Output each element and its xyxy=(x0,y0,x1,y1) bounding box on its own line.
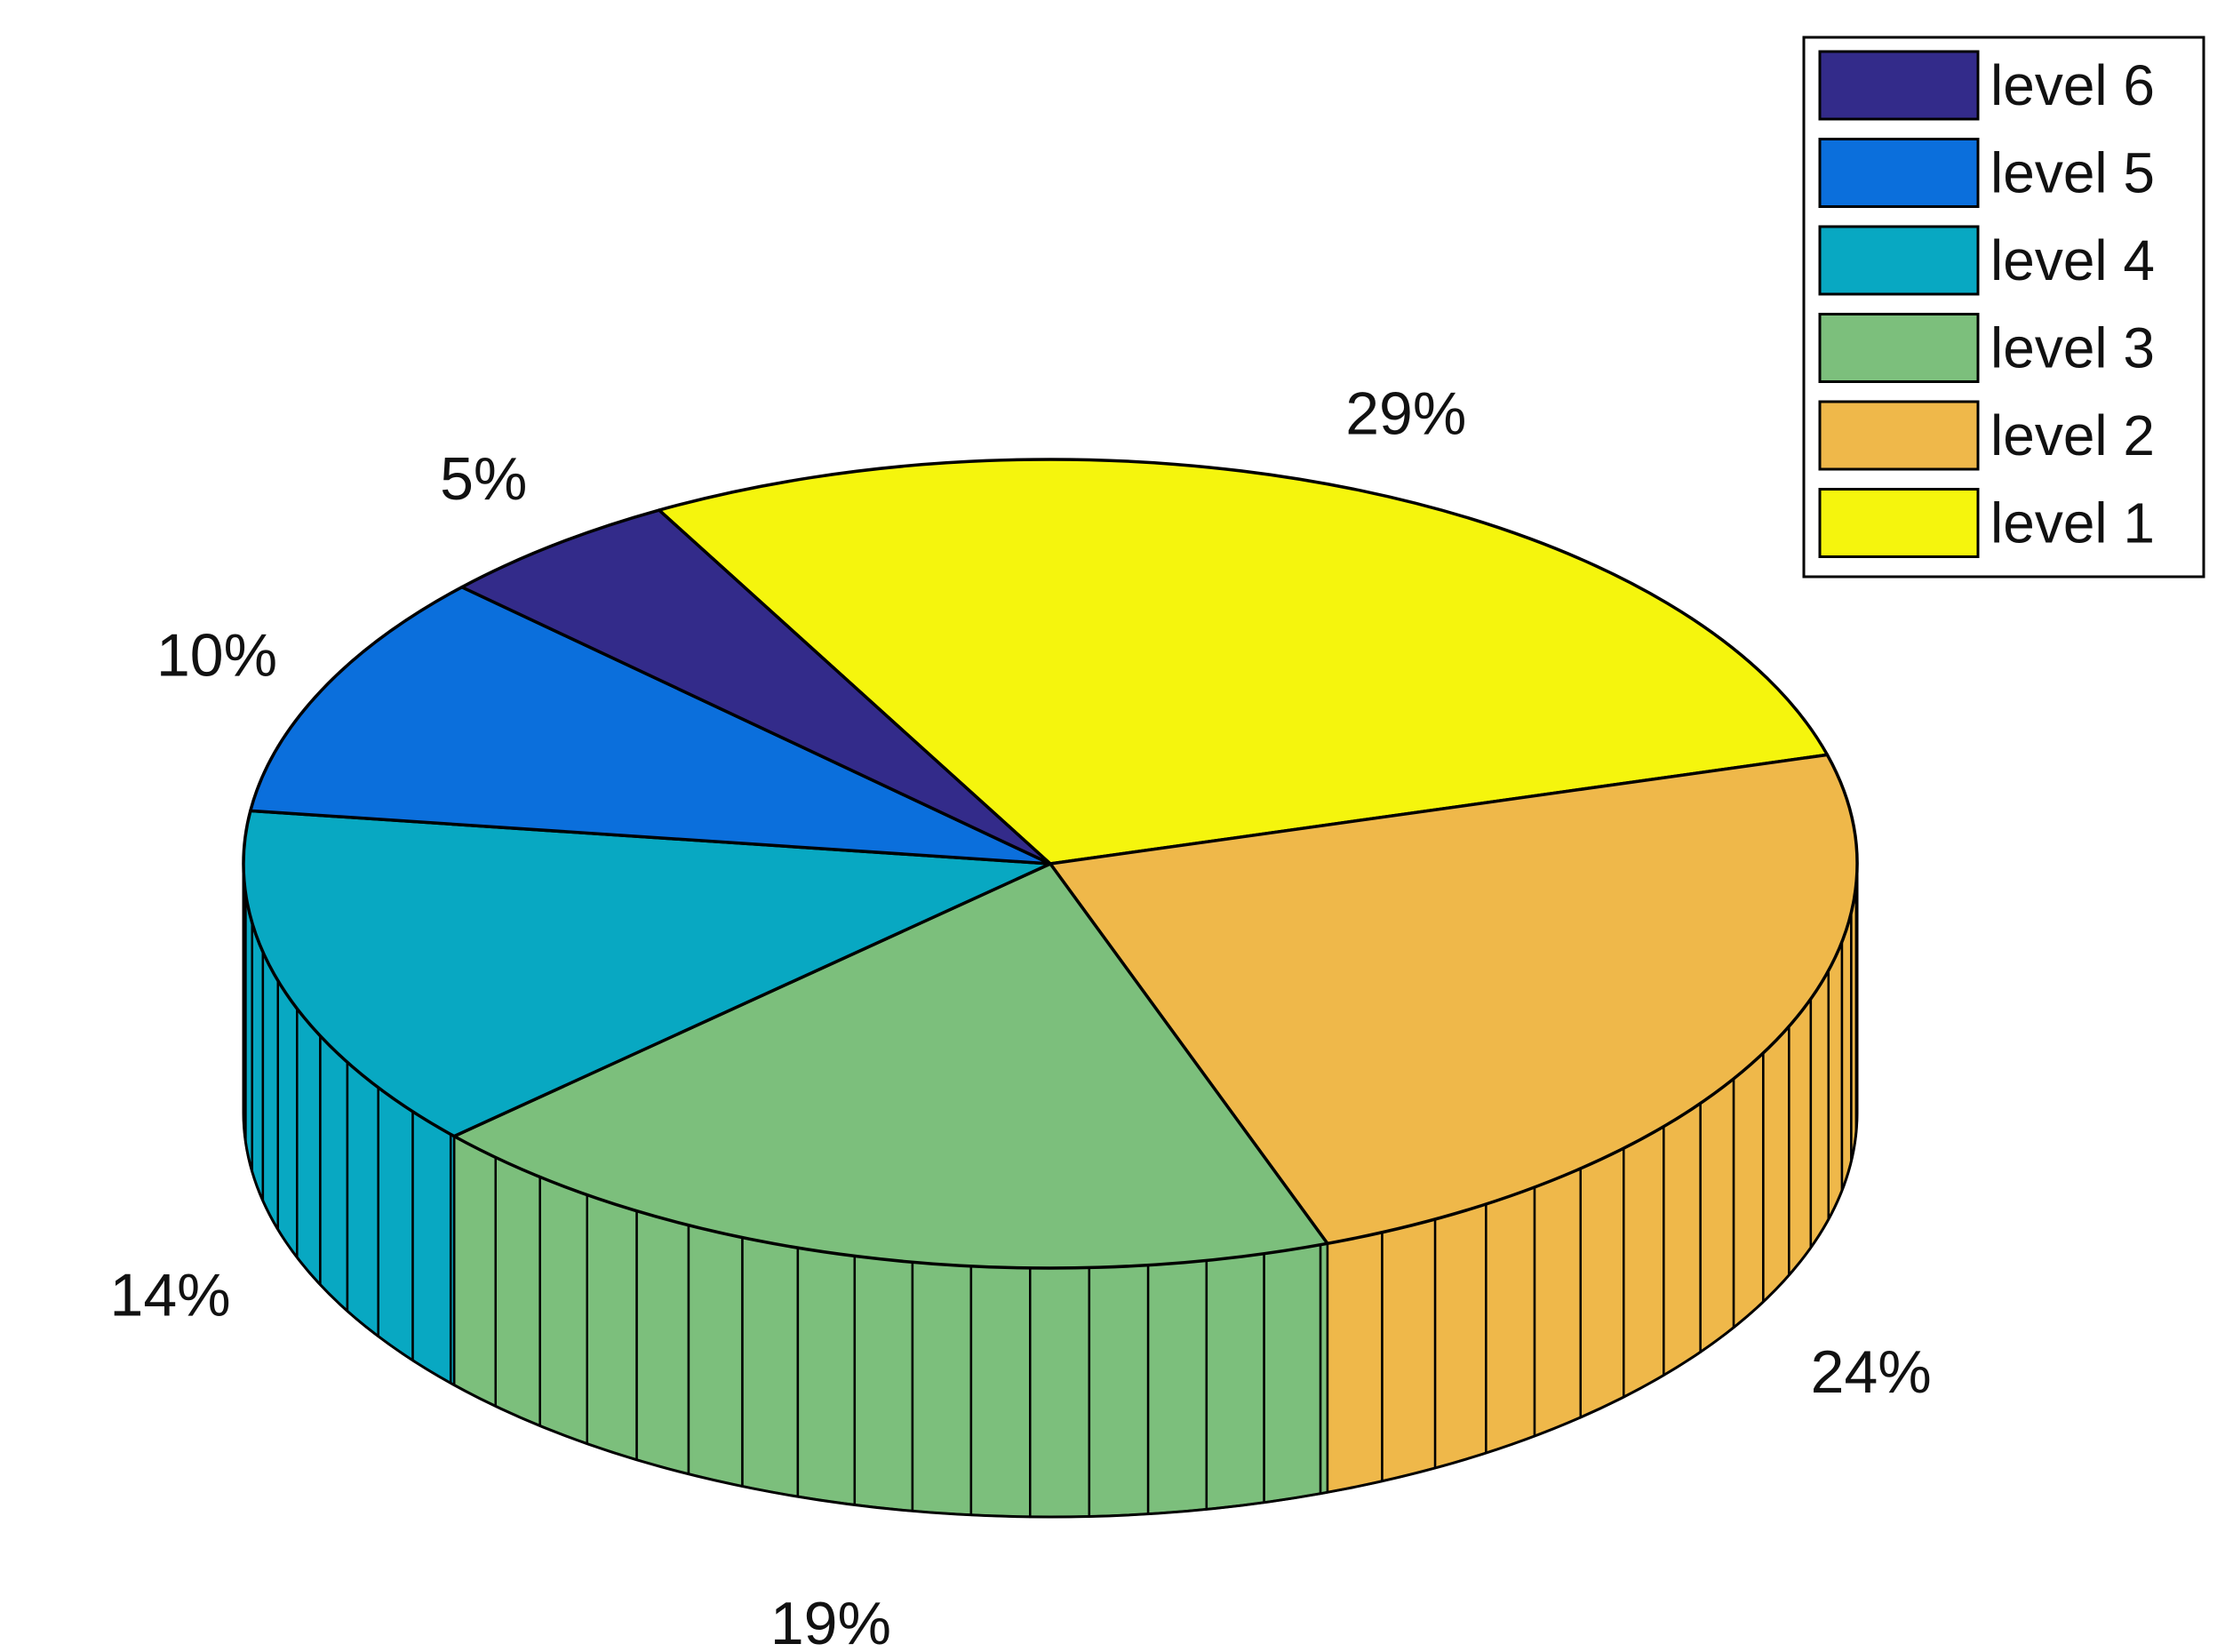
side-stripe-level-2 xyxy=(1533,1167,1583,1438)
side-stripe-level-3 xyxy=(1088,1264,1150,1518)
legend-label: level 2 xyxy=(1990,403,2155,467)
legend-label: level 1 xyxy=(1990,491,2155,555)
legend-label: level 6 xyxy=(1990,53,2155,117)
slice-level-1 xyxy=(658,458,1830,866)
side-stripe-level-3 xyxy=(1319,1241,1329,1496)
side-stripe-level-2 xyxy=(1809,970,1830,1251)
side-stripe-level-2 xyxy=(1840,912,1853,1192)
legend-label: level 5 xyxy=(1990,141,2155,205)
slice-level-4 xyxy=(242,809,1052,1138)
side-stripe-level-3 xyxy=(1205,1252,1265,1511)
side-stripe-level-4 xyxy=(449,1132,456,1387)
side-stripe-level-4 xyxy=(411,1109,452,1385)
legend-swatch xyxy=(1818,400,1980,471)
legend-label: level 4 xyxy=(1990,228,2155,292)
legend-label: level 3 xyxy=(1990,316,2155,380)
side-stripe-level-2 xyxy=(1788,995,1813,1279)
side-stripe-level-2 xyxy=(1326,1231,1384,1494)
side-stripe-level-2 xyxy=(1623,1124,1665,1400)
side-stripe-level-3 xyxy=(452,1134,497,1409)
side-stripe-level-3 xyxy=(911,1260,973,1517)
side-stripe-level-3 xyxy=(1263,1243,1322,1504)
side-stripe-level-3 xyxy=(969,1265,1032,1519)
side-stripe-level-2 xyxy=(1485,1185,1536,1455)
legend-swatch xyxy=(1818,313,1980,383)
side-stripe-level-3 xyxy=(687,1224,744,1488)
side-stripe-level-3 xyxy=(853,1255,914,1512)
side-stripe-level-4 xyxy=(261,951,280,1234)
side-stripe-level-3 xyxy=(796,1246,857,1506)
slice-percent-label: 24% xyxy=(1811,1338,1932,1406)
side-stripe-level-4 xyxy=(276,977,299,1261)
side-stripe-level-4 xyxy=(377,1085,414,1363)
slice-level-2 xyxy=(1049,753,1859,1246)
side-stripe-level-2 xyxy=(1732,1050,1765,1330)
side-stripe-level-4 xyxy=(319,1033,349,1314)
legend-swatch xyxy=(1818,138,1980,208)
legend-swatch xyxy=(1818,225,1980,296)
side-stripe-level-4 xyxy=(346,1059,379,1339)
side-stripe-level-4 xyxy=(251,922,265,1201)
pie-top-slices xyxy=(242,458,1859,1270)
side-stripe-level-4 xyxy=(296,1005,322,1288)
side-stripe-level-2 xyxy=(1827,941,1844,1220)
side-stripe-level-3 xyxy=(741,1236,800,1498)
side-stripe-level-3 xyxy=(1146,1259,1208,1515)
side-stripe-level-3 xyxy=(1029,1266,1091,1519)
legend-swatch xyxy=(1818,488,1980,558)
side-stripe-level-2 xyxy=(1433,1202,1487,1470)
side-stripe-level-3 xyxy=(635,1209,690,1476)
pie-side-outline xyxy=(242,864,1859,1519)
side-stripe-level-2 xyxy=(1699,1076,1735,1354)
slice-percent-label: 29% xyxy=(1345,380,1466,448)
legend-swatch xyxy=(1818,50,1980,121)
legend: level 6 level 5 level 4 level 3 level 2 level… xyxy=(1802,36,2205,579)
slice-percent-label: 14% xyxy=(110,1262,231,1329)
slice-percent-label: 19% xyxy=(770,1590,891,1652)
slice-percent-label: 10% xyxy=(156,621,277,689)
side-stripe-level-3 xyxy=(586,1193,638,1462)
side-stripe-level-3 xyxy=(494,1155,541,1428)
slice-level-6 xyxy=(460,508,1052,866)
percent-labels: 29% 24% 19% 14% 10% 5% xyxy=(110,380,1932,1652)
slice-percent-label: 5% xyxy=(440,445,527,513)
slice-level-5 xyxy=(249,585,1052,866)
side-stripe-level-2 xyxy=(1381,1217,1437,1483)
side-stripe-level-2 xyxy=(1663,1101,1702,1377)
legend-box xyxy=(1802,36,2205,579)
side-stripe-level-2 xyxy=(1762,1023,1790,1305)
side-stripe-level-3 xyxy=(538,1175,589,1446)
slice-level-3 xyxy=(452,862,1329,1270)
side-stripe-level-2 xyxy=(1579,1146,1625,1419)
